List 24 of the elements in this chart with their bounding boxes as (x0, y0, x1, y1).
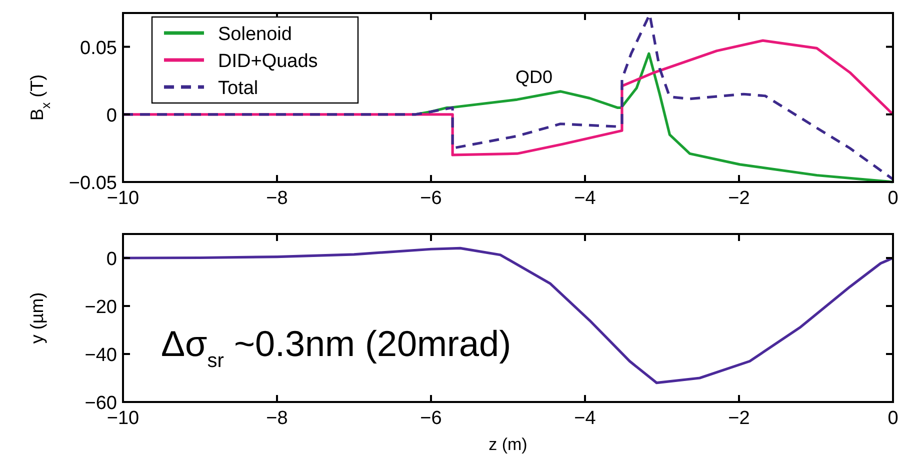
annotation: Δσ$_{sr}$ ~0.3nm (20mrad) (161, 323, 512, 372)
legend-label: DID+Quads (218, 51, 318, 72)
line-series (123, 13, 893, 181)
x-tick-label: −2 (728, 408, 750, 429)
y-tick-label: 0 (106, 105, 117, 126)
x-tick-label: −2 (728, 188, 750, 209)
x-tick-label: 0 (888, 188, 898, 209)
x-tick-label: −8 (266, 188, 288, 209)
x-tick-label: 0 (888, 408, 898, 429)
x-tick-label: −4 (574, 188, 596, 209)
y-tick-label: −40 (84, 345, 117, 366)
x-tick-label: −8 (266, 408, 288, 429)
y-tick-label: 0 (106, 249, 117, 270)
annotation: QD0 (515, 67, 553, 87)
x-tick-label: −4 (574, 408, 596, 429)
y-tick-label: −20 (84, 297, 117, 318)
y-axis-title: y (µm) (27, 292, 47, 344)
legend-label: Total (218, 78, 258, 99)
x-tick-label: −6 (420, 188, 442, 209)
legend-label: Solenoid (218, 24, 292, 45)
x-axis-title: z (m) (488, 435, 528, 454)
line-series (123, 246, 893, 384)
y-tick-label: 0.05 (80, 38, 117, 59)
x-tick-label: −6 (420, 408, 442, 429)
